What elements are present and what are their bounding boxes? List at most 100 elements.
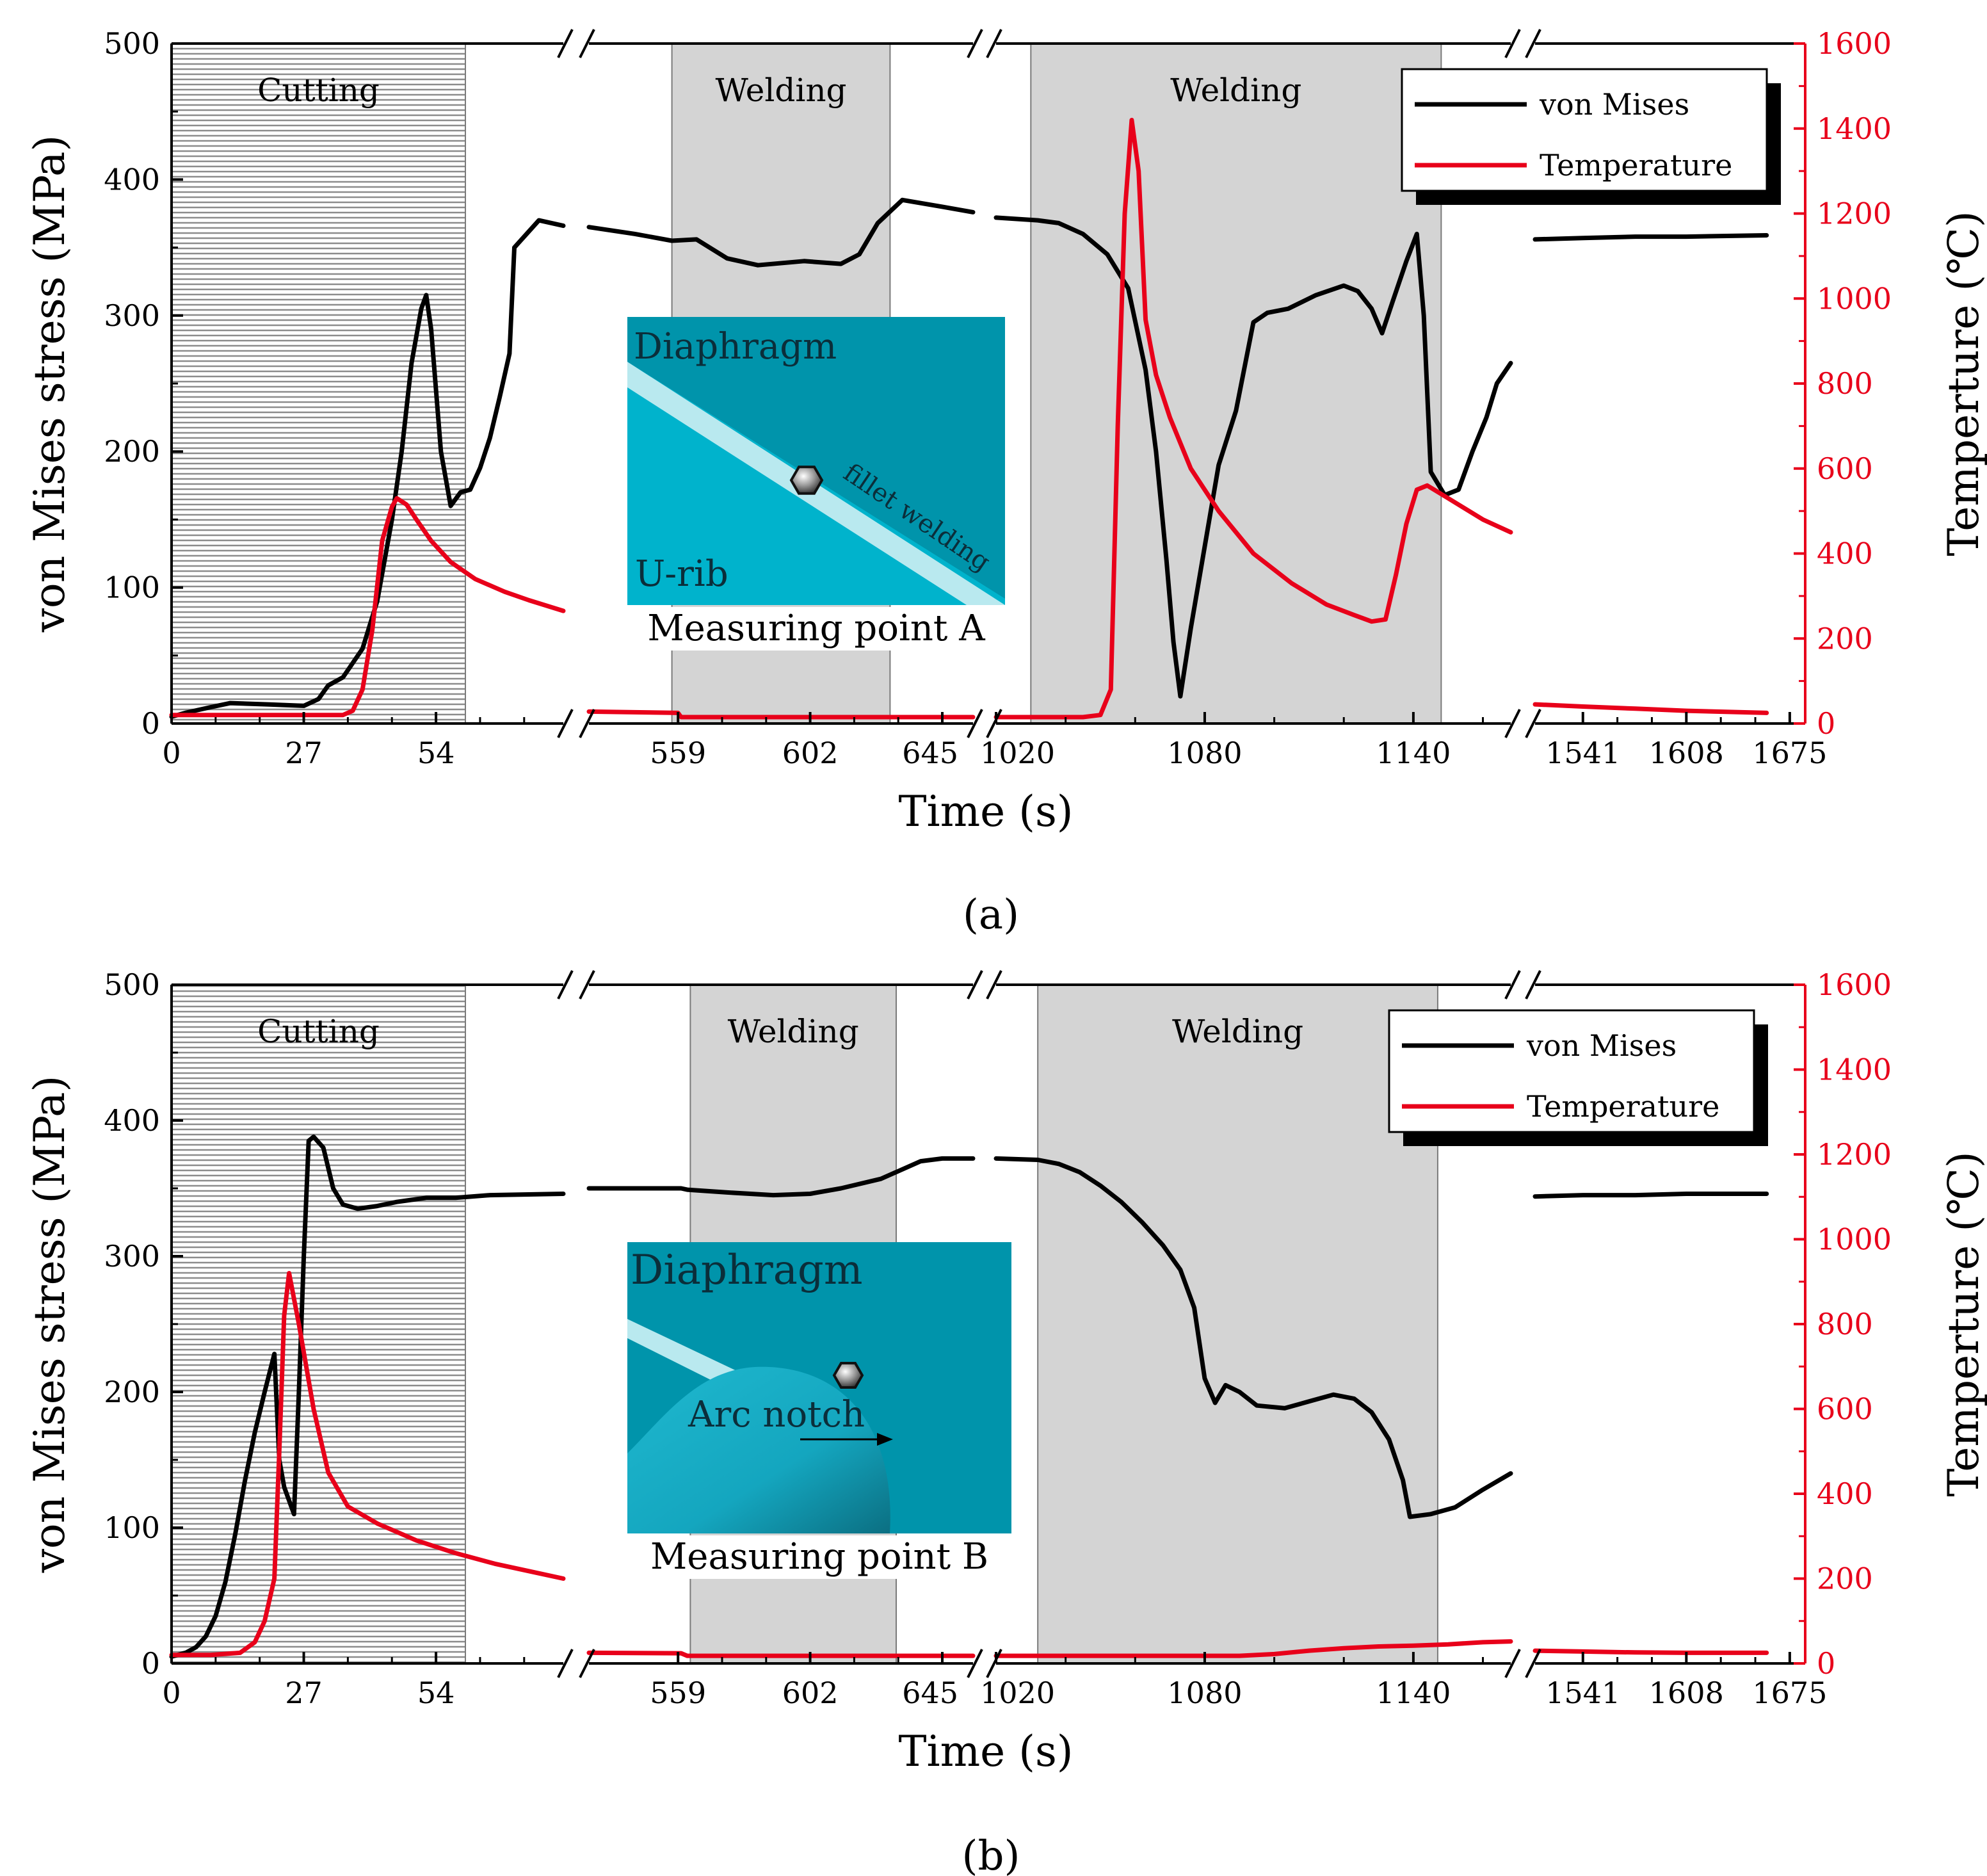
x-tick-label: 54 xyxy=(417,1676,455,1710)
y2-tick-label: 600 xyxy=(1817,451,1873,486)
x-tick-label: 1140 xyxy=(1376,736,1451,770)
series-von-mises-line xyxy=(1532,1192,1769,1199)
y2-tick-label: 800 xyxy=(1817,1307,1873,1341)
y2-tick-label: 800 xyxy=(1817,366,1873,401)
series-von-mises-line xyxy=(993,1156,1513,1519)
y2-tick-label: 1000 xyxy=(1817,1222,1892,1257)
series-temperature-line xyxy=(993,1639,1513,1658)
inset-label-diaphragm: Diaphragm xyxy=(631,1247,863,1294)
axis-break-mark xyxy=(967,29,983,58)
x-tick-label: 1608 xyxy=(1649,1676,1724,1710)
x-tick-label: 1080 xyxy=(1167,1676,1242,1710)
y-tick-label: 400 xyxy=(104,162,160,197)
axis-break-mark xyxy=(1525,970,1541,999)
y-tick-label: 0 xyxy=(141,706,160,741)
inset-caption-bg xyxy=(627,1535,1011,1579)
series-von-mises-line xyxy=(169,1134,566,1659)
measuring-point-marker xyxy=(789,465,824,495)
shaded-region-welding xyxy=(1037,984,1438,1664)
x-tick-label: 1080 xyxy=(1167,736,1242,770)
series-von-mises-line xyxy=(1532,233,1769,242)
y-tick-label: 300 xyxy=(104,1239,160,1274)
series-temperature-line xyxy=(169,496,566,718)
series-temperature-line xyxy=(1532,702,1769,715)
y2-tick-label: 0 xyxy=(1817,1646,1835,1681)
panel-caption: (b) xyxy=(962,1832,1020,1876)
axis-break-mark xyxy=(557,970,574,999)
x-tick-label: 1675 xyxy=(1752,736,1827,770)
arc-notch-region xyxy=(627,1366,890,1533)
y2-axis-title: Temperture (℃) xyxy=(1939,1151,1987,1496)
panel-caption: (a) xyxy=(963,891,1019,939)
legend-label: von Mises xyxy=(1526,1028,1677,1063)
y-axis-title: von Mises stress (MPa) xyxy=(25,1076,74,1574)
y-tick-label: 0 xyxy=(141,1646,160,1681)
series-temperature-line xyxy=(586,709,976,720)
legend-label: Temperature xyxy=(1527,1089,1719,1124)
y-tick-label: 100 xyxy=(104,1510,160,1545)
series-temperature-line xyxy=(586,1650,976,1658)
y2-tick-label: 1400 xyxy=(1817,111,1892,146)
region-label: Cutting xyxy=(257,1013,380,1050)
axis-break-mark xyxy=(557,1649,574,1678)
region-label: Cutting xyxy=(257,72,380,109)
x-tick-label: 559 xyxy=(650,736,706,770)
y2-tick-label: 200 xyxy=(1817,1562,1873,1596)
axis-break-mark xyxy=(557,709,574,738)
series-temperature-line xyxy=(993,118,1513,720)
axis-break-mark xyxy=(967,709,983,738)
legend-box xyxy=(1401,68,1768,192)
shaded-region-cutting xyxy=(171,43,466,724)
region-label: Welding xyxy=(1172,1013,1303,1050)
y-axis-title: von Mises stress (MPa) xyxy=(25,135,74,633)
axis-break-mark xyxy=(579,709,595,738)
y2-tick-label: 1400 xyxy=(1817,1053,1892,1087)
y2-tick-label: 400 xyxy=(1817,1476,1873,1511)
inset-caption: Measuring point B xyxy=(650,1536,988,1578)
x-tick-label: 1541 xyxy=(1545,736,1620,770)
measuring-point-marker xyxy=(832,1361,864,1389)
legend-label: Temperature xyxy=(1540,148,1732,182)
x-tick-label: 1140 xyxy=(1376,1676,1451,1710)
y2-tick-label: 1600 xyxy=(1817,967,1892,1002)
y2-tick-label: 600 xyxy=(1817,1392,1873,1427)
y-tick-label: 200 xyxy=(104,1375,160,1409)
y2-axis-title: Temperture (℃) xyxy=(1939,211,1987,556)
series-von-mises-line xyxy=(169,218,566,719)
x-tick-label: 1608 xyxy=(1649,736,1724,770)
axis-break-mark xyxy=(986,29,1002,58)
axis-break-mark xyxy=(1525,709,1541,738)
axis-break-mark xyxy=(1504,709,1521,738)
arrow-head-icon xyxy=(877,1433,893,1446)
axis-break-mark xyxy=(1504,970,1521,999)
x-tick-label: 645 xyxy=(902,1676,958,1710)
y-tick-label: 200 xyxy=(104,434,160,469)
x-tick-label: 1675 xyxy=(1752,1676,1827,1710)
x-axis-title: Time (s) xyxy=(898,1727,1073,1776)
y-tick-label: 500 xyxy=(104,26,160,61)
series-von-mises-line xyxy=(586,197,976,268)
shaded-region-welding xyxy=(1030,43,1442,724)
axis-break-mark xyxy=(1504,29,1521,58)
y2-tick-label: 400 xyxy=(1817,537,1873,571)
region-label: Welding xyxy=(1170,72,1301,109)
region-label: Welding xyxy=(728,1013,859,1050)
shaded-region-cutting xyxy=(171,984,466,1664)
x-tick-label: 27 xyxy=(285,1676,323,1710)
legend-box xyxy=(1388,1009,1755,1133)
axis-break-mark xyxy=(986,709,1002,738)
inset-label-arc-notch: Arc notch xyxy=(688,1394,865,1435)
x-tick-label: 27 xyxy=(285,736,323,770)
y-tick-label: 300 xyxy=(104,298,160,333)
y2-tick-label: 200 xyxy=(1817,621,1873,656)
axis-break-mark xyxy=(1525,29,1541,58)
x-tick-label: 645 xyxy=(902,736,958,770)
panel-b: Cutting Welding Welding Diaphragm Arc notch M… xyxy=(25,967,1987,1876)
axis-break-mark xyxy=(579,1649,595,1678)
inset-label-u-rib: U-rib xyxy=(635,553,728,595)
axis-break-mark xyxy=(1504,1649,1521,1678)
y2-tick-label: 1200 xyxy=(1817,197,1892,231)
x-tick-label: 54 xyxy=(417,736,455,770)
